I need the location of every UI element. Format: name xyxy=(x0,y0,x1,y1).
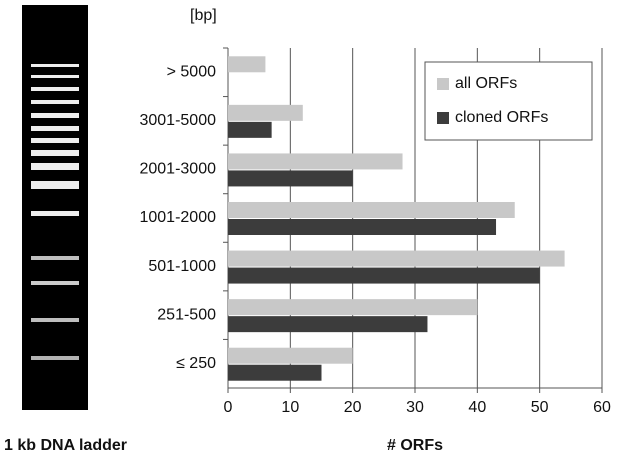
bar xyxy=(228,316,427,332)
bar xyxy=(228,202,515,218)
bar xyxy=(228,268,540,284)
y-tick-label: > 5000 xyxy=(167,64,216,81)
legend-swatch xyxy=(437,112,449,124)
bar xyxy=(228,348,353,364)
y-tick-label: 501-1000 xyxy=(148,258,216,275)
x-tick-label: 60 xyxy=(593,399,611,416)
y-tick-label: ≤ 250 xyxy=(176,355,216,372)
chart: 1 kb DNA ladder [bp] # ORFs 0 10 20 30 40 50 6… xyxy=(0,0,620,460)
bar xyxy=(228,56,265,72)
bar xyxy=(228,153,403,169)
x-tick-label: 40 xyxy=(468,399,486,416)
bar xyxy=(228,105,303,121)
legend-label: cloned ORFs xyxy=(455,109,548,126)
legend-box xyxy=(425,62,592,140)
bar xyxy=(228,122,272,138)
y-tick-label: 2001-3000 xyxy=(139,161,216,178)
dna-ladder-gel xyxy=(22,5,88,410)
ladder-label: 1 kb DNA ladder xyxy=(4,437,127,454)
bar xyxy=(228,251,565,267)
x-axis-label: # ORFs xyxy=(387,437,443,454)
x-tick-label: 10 xyxy=(281,399,299,416)
x-tick-label: 30 xyxy=(406,399,424,416)
legend-label: all ORFs xyxy=(455,75,517,92)
bar xyxy=(228,365,322,381)
legend-swatch xyxy=(437,78,449,90)
y-tick-label: 251-500 xyxy=(157,306,216,323)
x-tick-label: 50 xyxy=(531,399,549,416)
bar xyxy=(228,219,496,235)
y-tick-label: 3001-5000 xyxy=(139,112,216,129)
bar xyxy=(228,170,353,186)
bar xyxy=(228,299,477,315)
y-tick-label: 1001-2000 xyxy=(139,209,216,226)
x-tick-label: 20 xyxy=(344,399,362,416)
y-axis-label: [bp] xyxy=(190,7,217,24)
x-tick-label: 0 xyxy=(224,399,233,416)
